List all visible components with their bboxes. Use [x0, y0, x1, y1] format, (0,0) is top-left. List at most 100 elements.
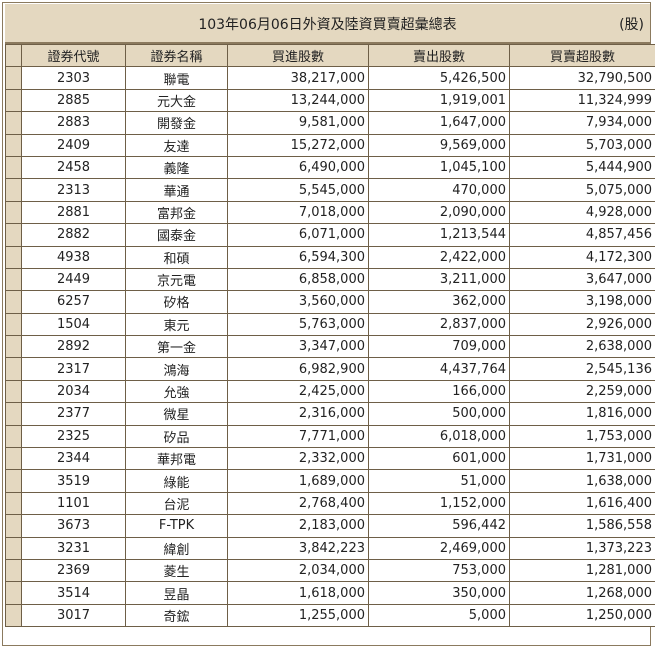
buy-shares-cell: 7,771,000	[227, 424, 369, 449]
stock-name-cell: 綠能	[125, 469, 228, 493]
sell-shares-cell: 1,919,001	[368, 88, 510, 113]
row-spacer	[5, 312, 22, 337]
stock-code-cell: 2377	[21, 402, 126, 426]
stock-code-cell: 3231	[21, 536, 126, 560]
net-shares-cell: 2,926,000	[509, 312, 655, 337]
stock-code-cell: 2303	[21, 66, 126, 90]
stock-name-cell: 矽格	[125, 290, 228, 314]
stock-name-cell: 允強	[125, 379, 228, 404]
stock-code-cell: 2313	[21, 178, 126, 202]
net-shares-cell: 32,790,500	[509, 66, 655, 90]
sell-shares-cell: 2,090,000	[368, 200, 510, 225]
row-spacer	[5, 357, 22, 381]
stock-name-cell: 矽品	[125, 424, 228, 449]
sell-shares-cell: 2,837,000	[368, 312, 510, 337]
header-code: 證券代號	[21, 43, 126, 68]
net-shares-cell: 1,638,000	[509, 469, 655, 493]
buy-shares-cell: 6,490,000	[227, 155, 369, 180]
sell-shares-cell: 1,213,544	[368, 223, 510, 247]
report-title: 103年06月06日外資及陸資買賣超彙總表	[198, 17, 457, 33]
net-shares-cell: 1,586,558	[509, 514, 655, 538]
stock-code-cell: 2883	[21, 111, 126, 135]
buy-shares-cell: 7,018,000	[227, 200, 369, 225]
stock-code-cell: 2892	[21, 335, 126, 359]
buy-shares-cell: 3,347,000	[227, 335, 369, 359]
stock-code-cell: 2317	[21, 357, 126, 381]
net-shares-cell: 1,731,000	[509, 447, 655, 471]
buy-shares-cell: 5,545,000	[227, 178, 369, 202]
table-row: 1504 東元 5,763,000 2,837,000 2,926,000	[5, 312, 655, 337]
table-row: 2881 富邦金 7,018,000 2,090,000 4,928,000	[5, 200, 655, 225]
stock-name-cell: F-TPK	[125, 514, 228, 538]
table-row: 2449 京元電 6,858,000 3,211,000 3,647,000	[5, 267, 655, 292]
net-shares-cell: 11,324,999	[509, 88, 655, 113]
sell-shares-cell: 3,211,000	[368, 267, 510, 292]
table-row: 1101 台泥 2,768,400 1,152,000 1,616,400	[5, 491, 655, 516]
stock-code-cell: 2034	[21, 379, 126, 404]
table-row: 2313 華通 5,545,000 470,000 5,075,000	[5, 178, 655, 202]
table-row: 2034 允強 2,425,000 166,000 2,259,000	[5, 379, 655, 404]
stock-name-cell: 和碩	[125, 245, 228, 269]
net-shares-cell: 1,268,000	[509, 581, 655, 605]
sell-shares-cell: 500,000	[368, 402, 510, 426]
sell-shares-cell: 1,152,000	[368, 491, 510, 516]
buy-shares-cell: 6,594,300	[227, 245, 369, 269]
header-name: 證券名稱	[125, 43, 228, 68]
row-spacer	[5, 245, 22, 269]
table-row: 2369 菱生 2,034,000 753,000 1,281,000	[5, 558, 655, 583]
net-shares-cell: 4,857,456	[509, 223, 655, 247]
stock-name-cell: 台泥	[125, 491, 228, 516]
row-spacer	[5, 155, 22, 180]
stock-name-cell: 國泰金	[125, 223, 228, 247]
buy-shares-cell: 3,560,000	[227, 290, 369, 314]
table-row: 2892 第一金 3,347,000 709,000 2,638,000	[5, 335, 655, 359]
stock-name-cell: 華邦電	[125, 447, 228, 471]
stock-code-cell: 2885	[21, 88, 126, 113]
table-row: 2885 元大金 13,244,000 1,919,001 11,324,999	[5, 88, 655, 113]
row-spacer	[5, 133, 22, 157]
net-shares-cell: 3,647,000	[509, 267, 655, 292]
table-row: 2325 矽品 7,771,000 6,018,000 1,753,000	[5, 424, 655, 449]
stock-code-cell: 1101	[21, 491, 126, 516]
row-spacer	[5, 581, 22, 605]
stock-code-cell: 6257	[21, 290, 126, 314]
buy-shares-cell: 6,858,000	[227, 267, 369, 292]
header-sell: 賣出股數	[368, 43, 510, 68]
buy-shares-cell: 13,244,000	[227, 88, 369, 113]
stock-name-cell: 華通	[125, 178, 228, 202]
buy-shares-cell: 3,842,223	[227, 536, 369, 560]
table-row: 2317 鴻海 6,982,900 4,437,764 2,545,136	[5, 357, 655, 381]
stock-name-cell: 富邦金	[125, 200, 228, 225]
stock-code-cell: 2409	[21, 133, 126, 157]
header-net: 買賣超股數	[509, 43, 655, 68]
net-shares-cell: 1,373,223	[509, 536, 655, 560]
stock-code-cell: 3673	[21, 514, 126, 538]
sell-shares-cell: 9,569,000	[368, 133, 510, 157]
buy-shares-cell: 5,763,000	[227, 312, 369, 337]
sell-shares-cell: 2,469,000	[368, 536, 510, 560]
net-shares-cell: 2,638,000	[509, 335, 655, 359]
row-spacer	[5, 514, 22, 538]
stock-name-cell: 微星	[125, 402, 228, 426]
stock-code-cell: 2344	[21, 447, 126, 471]
sell-shares-cell: 1,045,100	[368, 155, 510, 180]
header-row: 證券代號 證券名稱 買進股數 賣出股數 買賣超股數	[5, 43, 655, 68]
trading-table: 證券代號 證券名稱 買進股數 賣出股數 買賣超股數 2303 聯電 38,217,0…	[5, 43, 655, 628]
row-spacer	[5, 88, 22, 113]
sell-shares-cell: 470,000	[368, 178, 510, 202]
stock-name-cell: 元大金	[125, 88, 228, 113]
stock-name-cell: 鴻海	[125, 357, 228, 381]
stock-name-cell: 開發金	[125, 111, 228, 135]
net-shares-cell: 1,816,000	[509, 402, 655, 426]
net-shares-cell: 4,928,000	[509, 200, 655, 225]
buy-shares-cell: 6,982,900	[227, 357, 369, 381]
net-shares-cell: 1,250,000	[509, 603, 655, 628]
row-spacer	[5, 536, 22, 560]
stock-code-cell: 3017	[21, 603, 126, 628]
table-row: 3231 緯創 3,842,223 2,469,000 1,373,223	[5, 536, 655, 560]
buy-shares-cell: 38,217,000	[227, 66, 369, 90]
sell-shares-cell: 51,000	[368, 469, 510, 493]
sell-shares-cell: 166,000	[368, 379, 510, 404]
row-spacer	[5, 491, 22, 516]
table-row: 2344 華邦電 2,332,000 601,000 1,731,000	[5, 447, 655, 471]
